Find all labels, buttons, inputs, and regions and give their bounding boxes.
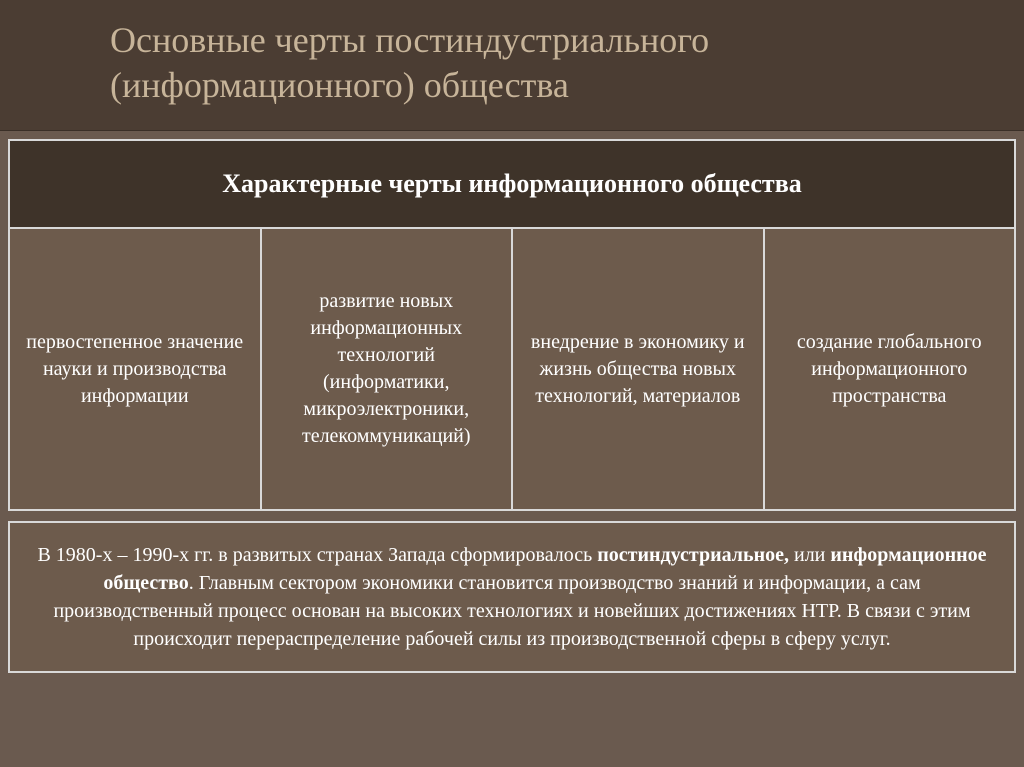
slide: Основные черты постиндустриального (инфо…	[0, 0, 1024, 767]
table-row: первостепенное значение науки и производ…	[10, 229, 1014, 509]
footer-t3: . Главным сектором экономики становится …	[53, 572, 970, 650]
table-cell-3: внедрение в экономику и жизнь общества н…	[513, 229, 765, 509]
footer-t2: или	[794, 544, 830, 566]
title-line1: Основные черты постиндустриального	[110, 20, 709, 60]
title-bar: Основные черты постиндустриального (инфо…	[0, 0, 1024, 131]
cell-text-2: развитие новых информационных технологий…	[274, 288, 500, 450]
content-area: Характерные черты информационного общест…	[0, 131, 1024, 767]
table-cell-2: развитие новых информационных технологий…	[262, 229, 514, 509]
table-cell-1: первостепенное значение науки и производ…	[10, 229, 262, 509]
title-line2: (информационного) общества	[110, 65, 569, 105]
table-cell-4: создание глобального информационного про…	[765, 229, 1015, 509]
table-header: Характерные черты информационного общест…	[10, 141, 1014, 229]
cell-text-3: внедрение в экономику и жизнь общества н…	[525, 329, 751, 410]
cell-text-4: создание глобального информационного про…	[777, 329, 1003, 410]
footer-b1: постиндуст­риальное,	[597, 544, 794, 566]
footer-box: В 1980-х – 1990-х гг. в развитых странах…	[8, 521, 1016, 673]
cell-text-1: первостепенное значение науки и производ…	[22, 329, 248, 410]
footer-text: В 1980-х – 1990-х гг. в развитых странах…	[34, 541, 990, 653]
features-table: Характерные черты информационного общест…	[8, 139, 1016, 511]
slide-title: Основные черты постиндустриального (инфо…	[110, 18, 994, 108]
footer-t1: В 1980-х – 1990-х гг. в развитых странах…	[37, 544, 597, 566]
